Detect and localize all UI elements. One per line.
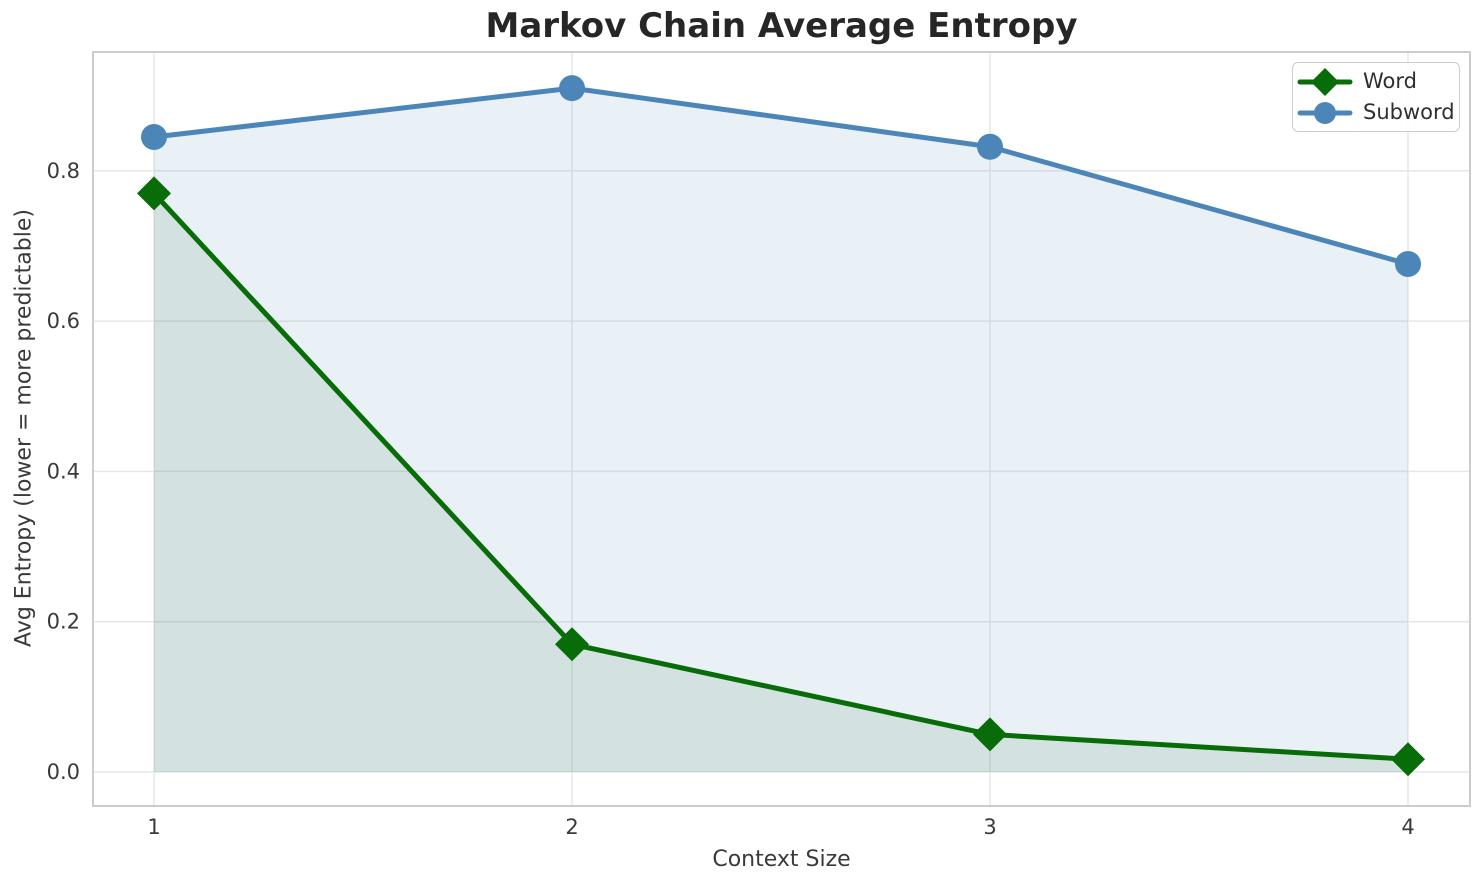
data-point-word-3 — [973, 717, 1007, 752]
y-axis-label: Avg Entropy (lower = more predictable) — [11, 209, 37, 647]
legend-diamond-marker — [1311, 67, 1339, 96]
word-diamond-legend-icon — [1297, 67, 1353, 96]
data-point-subword-3 — [977, 133, 1003, 160]
legend-item-word: Word — [1297, 67, 1451, 97]
plot-border — [92, 51, 1471, 807]
y-tick-label: 0.4 — [47, 459, 80, 483]
data-point-word-1 — [137, 176, 171, 211]
series-word-line — [151, 190, 1411, 762]
y-tick-label: 0.2 — [47, 610, 80, 634]
x-tick-label: 4 — [1401, 815, 1414, 839]
y-tick-label: 0.0 — [47, 760, 80, 784]
data-point-subword-2 — [559, 75, 585, 102]
legend-label-word: Word — [1363, 69, 1417, 93]
data-point-subword-1 — [141, 123, 167, 150]
data-point-word-4 — [1391, 742, 1425, 777]
legend: Word Subword — [1292, 62, 1460, 132]
y-tick-label: 0.6 — [47, 309, 80, 333]
x-axis-label: Context Size — [712, 847, 851, 872]
y-tick-label: 0.8 — [47, 159, 80, 183]
series-word-fill — [154, 193, 1408, 773]
x-tick-label: 2 — [565, 815, 578, 839]
legend-item-subword: Subword — [1297, 98, 1455, 128]
chart-title: Markov Chain Average Entropy — [485, 6, 1078, 46]
data-point-word-2 — [555, 627, 589, 662]
x-tick-label: 1 — [147, 815, 160, 839]
data-point-subword-4 — [1395, 250, 1421, 277]
subword-circle-legend-icon — [1297, 101, 1353, 124]
legend-circle-marker — [1314, 101, 1336, 124]
x-tick-label: 3 — [983, 815, 996, 839]
legend-label-subword: Subword — [1363, 100, 1455, 124]
series-subword-line — [151, 85, 1411, 267]
series-subword-fill — [154, 88, 1408, 772]
